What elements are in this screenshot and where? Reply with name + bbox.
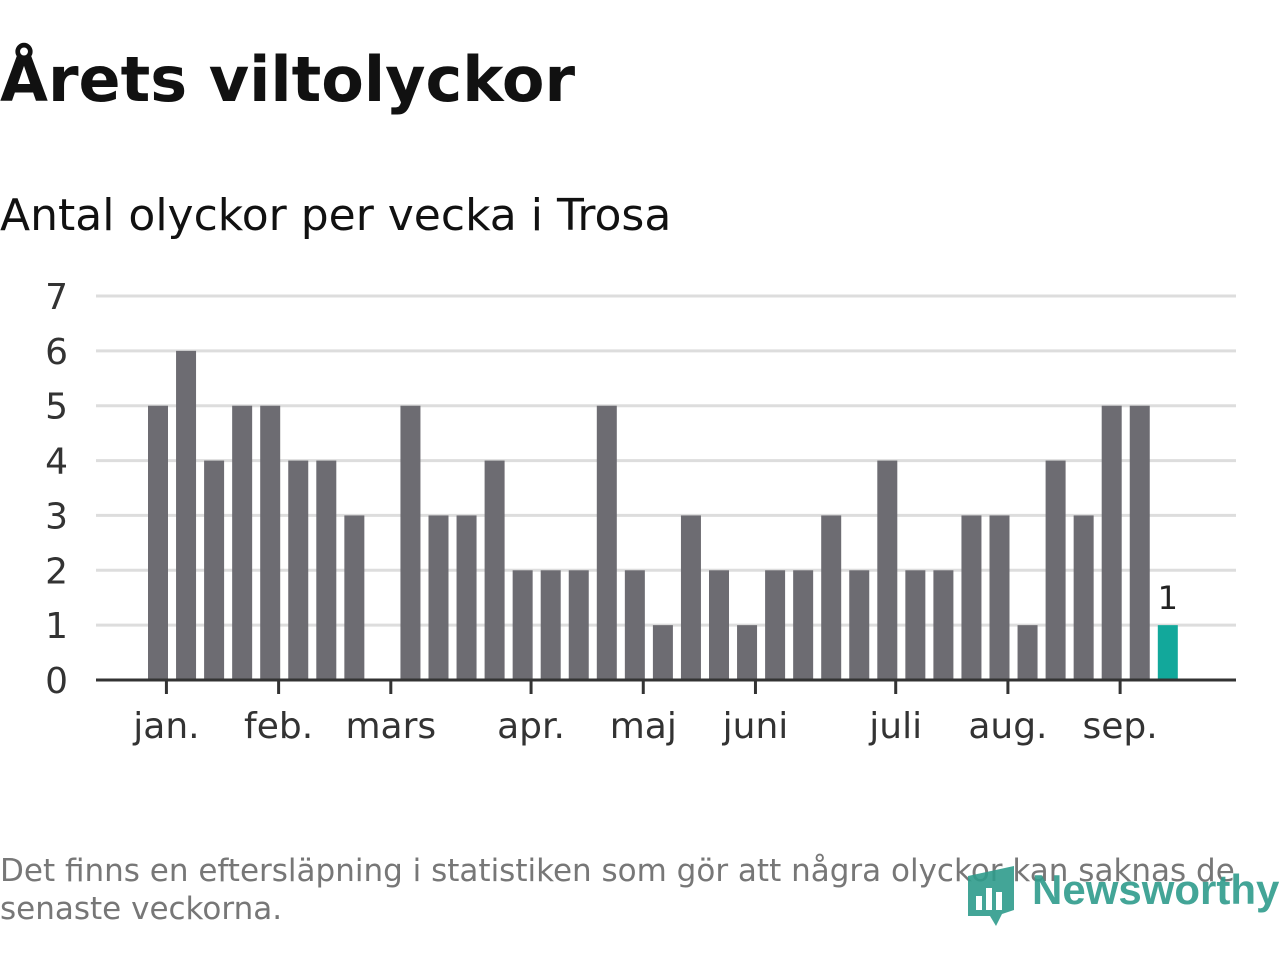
bar [1017, 625, 1038, 680]
bar [400, 405, 421, 680]
x-tick-label: sep. [1083, 706, 1158, 747]
y-tick-label: 1 [45, 606, 68, 647]
bar [260, 405, 281, 680]
bar [456, 515, 477, 680]
bar [1045, 460, 1066, 680]
logo-wordmark: Newsworthy [1032, 866, 1280, 913]
bar [232, 405, 253, 680]
bars [148, 350, 1178, 680]
bar [148, 405, 168, 680]
bar [765, 570, 786, 680]
x-tick-label: juni [722, 706, 789, 747]
chart-subtitle: Antal olyckor per vecka i Trosa [0, 190, 672, 241]
bar [709, 570, 729, 680]
bar [344, 515, 365, 680]
bar [316, 460, 337, 680]
y-tick-label: 6 [45, 332, 68, 373]
bar [512, 570, 533, 680]
chart-title: Årets viltolyckor [0, 43, 576, 116]
x-tick-label: feb. [244, 706, 313, 747]
footnote: Det finns en eftersläpning i statistiken… [0, 853, 1235, 927]
bar [1073, 515, 1094, 680]
bar [288, 460, 309, 680]
y-tick-label: 4 [45, 442, 68, 483]
bar [821, 515, 842, 680]
bar [204, 460, 225, 680]
bar [484, 460, 505, 680]
bar [849, 570, 870, 680]
bar [989, 515, 1010, 680]
bar [568, 570, 589, 680]
y-tick-label: 7 [45, 277, 68, 318]
x-tick-label: jan. [132, 706, 199, 747]
bar [961, 515, 982, 680]
y-tick-label: 3 [45, 496, 68, 537]
bar [680, 515, 701, 680]
y-tick-label: 0 [45, 661, 68, 702]
bar [933, 570, 954, 680]
bar [1129, 405, 1150, 680]
bar [624, 570, 645, 680]
data-labels: 1 [1158, 579, 1178, 617]
bar [540, 570, 561, 680]
bar [176, 350, 197, 680]
x-tick-label: apr. [497, 706, 565, 747]
x-tick-label: mars [345, 706, 436, 747]
x-axis-ticks: jan. feb. mars apr. maj juni juli aug. sep. [132, 680, 1158, 747]
bar [877, 460, 898, 680]
bar [1101, 405, 1122, 680]
bar [905, 570, 926, 680]
bar [652, 625, 673, 680]
bar [793, 570, 814, 680]
x-tick-label: juli [868, 706, 922, 747]
y-axis-ticks: 0 1 2 3 4 5 6 7 [45, 277, 68, 702]
bar [428, 515, 449, 680]
x-tick-label: maj [610, 706, 677, 747]
y-tick-label: 2 [45, 551, 68, 592]
x-tick-label: aug. [968, 706, 1047, 747]
bar-highlight [1157, 625, 1178, 680]
logo-chart-icon [968, 866, 1014, 926]
y-tick-label: 5 [45, 387, 68, 428]
newsworthy-logo: Newsworthy [962, 858, 1280, 930]
bar-chart: 0 1 2 3 4 5 6 7 1 jan. feb. mars apr. maj juni juli au… [45, 277, 1236, 747]
data-label: 1 [1158, 579, 1178, 617]
bar [596, 405, 617, 680]
bar [737, 625, 758, 680]
